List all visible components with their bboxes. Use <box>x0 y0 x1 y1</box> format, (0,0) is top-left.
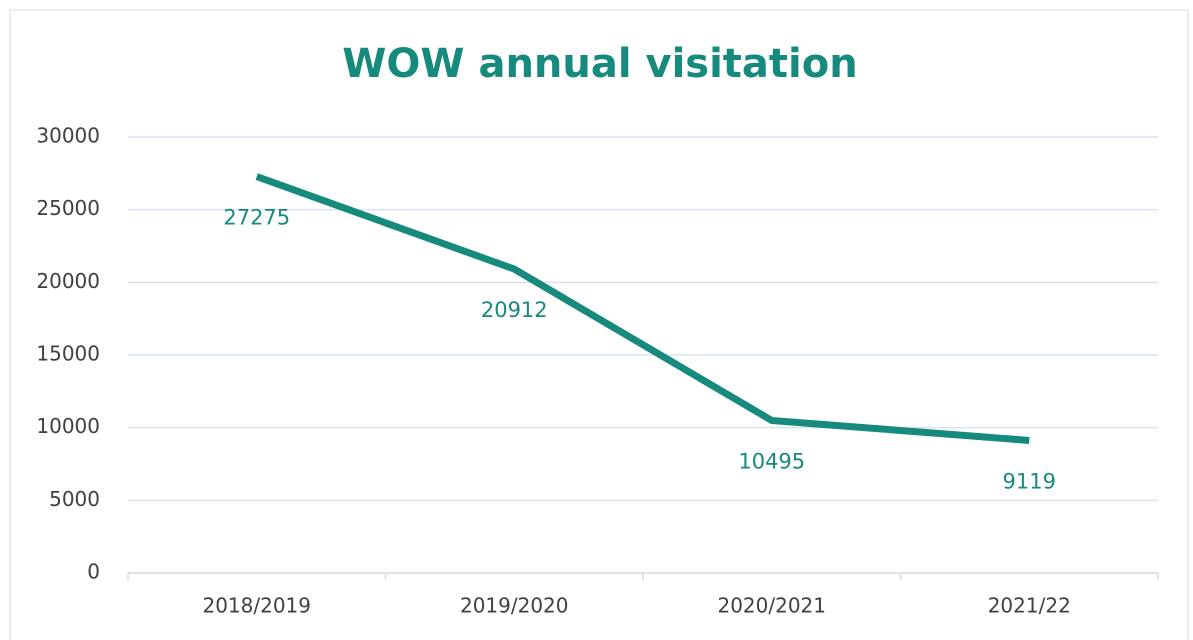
y-tick-label: 30000 <box>36 124 100 148</box>
data-label: 27275 <box>223 206 290 230</box>
y-tick-label: 5000 <box>49 487 100 511</box>
data-label: 10495 <box>738 449 805 473</box>
y-tick-label: 15000 <box>36 342 100 366</box>
chart-title: WOW annual visitation <box>342 41 857 87</box>
y-tick-label: 25000 <box>36 196 100 220</box>
data-label: 20912 <box>481 298 548 322</box>
line <box>255 173 1030 444</box>
x-tick-label: 2018/2019 <box>202 594 311 618</box>
x-tick-label: 2019/2020 <box>460 594 569 618</box>
chart-border <box>9 9 1189 640</box>
y-tick-label: 20000 <box>36 269 100 293</box>
x-tick-label: 2020/2021 <box>717 594 826 618</box>
data-label: 9119 <box>1003 469 1056 493</box>
x-tick-label: 2021/22 <box>988 594 1071 618</box>
y-tick-label: 0 <box>87 560 100 584</box>
y-tick-label: 10000 <box>36 414 100 438</box>
